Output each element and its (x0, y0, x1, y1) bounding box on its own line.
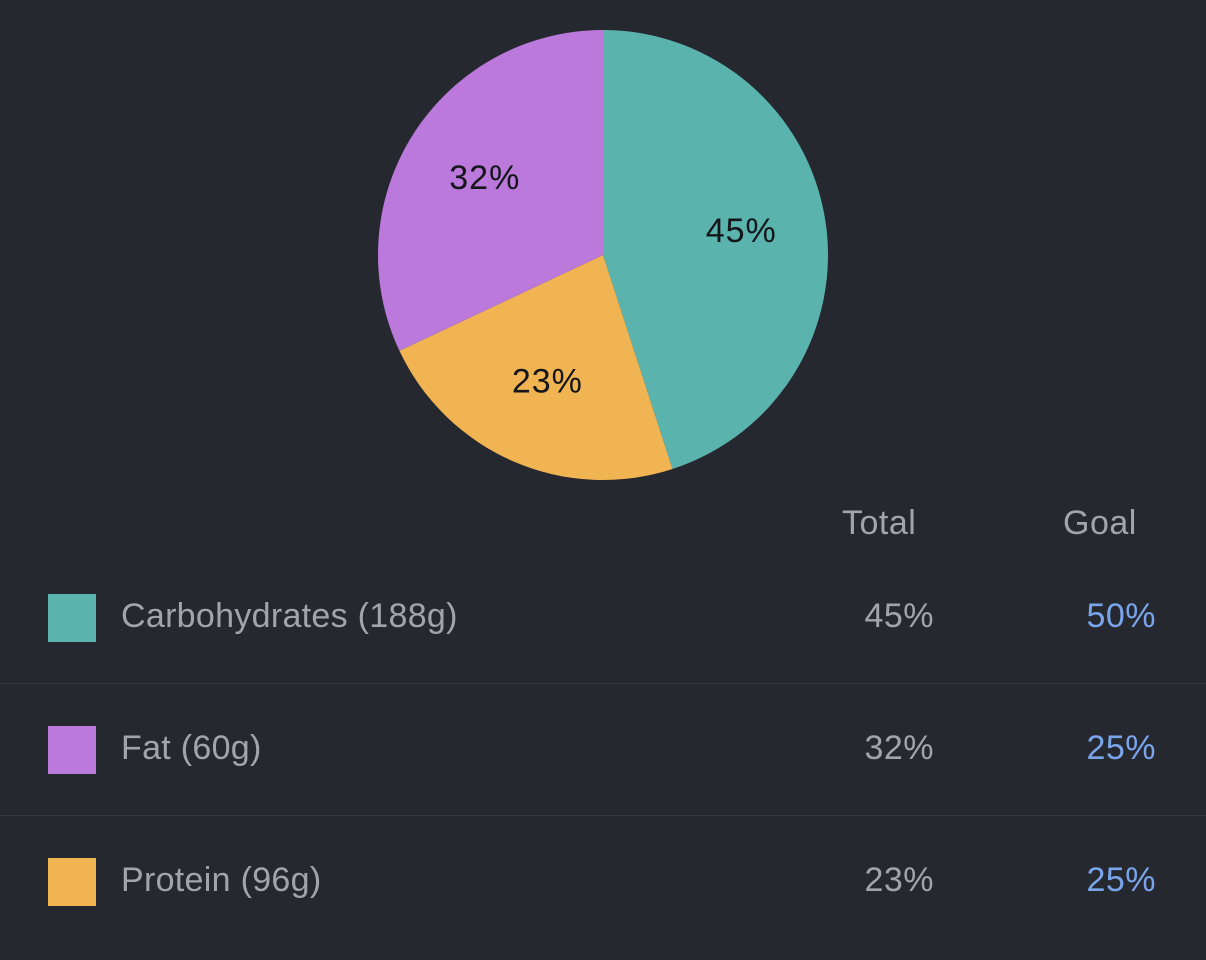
macros-table: Carbohydrates (188g) 45% 50% Fat (60g) 3… (0, 552, 1206, 947)
protein-color-swatch (48, 858, 96, 906)
macro-total-percent: 45% (864, 597, 934, 635)
pie-slice-label-carbohydrates: 45% (706, 212, 777, 250)
macros-pie-chart: 45% 23% 32% (377, 30, 828, 481)
pie-slice-label-fat: 32% (449, 159, 520, 197)
goal-column-header: Goal (1063, 504, 1137, 542)
macro-total-percent: 23% (864, 861, 934, 899)
pie-slice-label-protein: 23% (512, 362, 583, 400)
total-column-header: Total (842, 504, 917, 542)
macro-row-carbohydrates[interactable]: Carbohydrates (188g) 45% 50% (0, 552, 1206, 684)
macro-label: Fat (60g) (121, 729, 262, 767)
carbohydrates-color-swatch (48, 594, 96, 642)
macro-row-fat[interactable]: Fat (60g) 32% 25% (0, 684, 1206, 816)
macro-label: Carbohydrates (188g) (121, 597, 458, 635)
macro-total-percent: 32% (864, 729, 934, 767)
pie-slice-fat[interactable] (377, 30, 603, 351)
fat-color-swatch (48, 726, 96, 774)
macro-label: Protein (96g) (121, 861, 322, 899)
pie-slice-protein[interactable] (399, 255, 673, 481)
pie-slice-carbohydrates[interactable] (603, 30, 828, 469)
macro-goal-percent[interactable]: 25% (1086, 729, 1156, 767)
macro-goal-percent[interactable]: 50% (1086, 597, 1156, 635)
macro-row-protein[interactable]: Protein (96g) 23% 25% (0, 816, 1206, 947)
macro-goal-percent[interactable]: 25% (1086, 861, 1156, 899)
pie-chart-svg: 45% 23% 32% (377, 30, 828, 481)
